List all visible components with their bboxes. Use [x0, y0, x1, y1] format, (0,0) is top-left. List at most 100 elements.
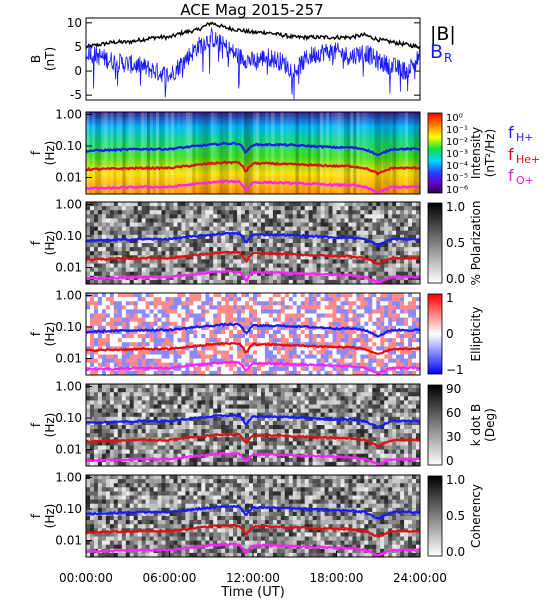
spectrogram-cell: [261, 441, 266, 446]
spectrogram-cell: [209, 263, 214, 268]
spectrogram-cell: [86, 301, 91, 306]
spectrogram-cell: [201, 301, 206, 306]
spectrogram-cell: [229, 325, 234, 331]
spectrogram-cell: [356, 449, 361, 454]
spectrogram-cell: [320, 370, 325, 376]
spectrogram-cell: [161, 449, 166, 454]
spectrogram-cell: [181, 453, 186, 459]
spectrogram-cell: [181, 408, 186, 413]
spectrogram-cell: [336, 259, 341, 264]
spectrogram-cell: [209, 321, 214, 327]
spectrogram-cell: [121, 309, 127, 314]
spectrogram-cell: [161, 441, 166, 446]
spectrogram-cell: [105, 293, 111, 298]
spectrogram-cell: [113, 226, 119, 231]
spectrogram-cell: [344, 388, 349, 393]
legend-br-sub: R: [444, 51, 452, 65]
spectrogram-cell: [284, 354, 290, 359]
spectrogram-cell: [384, 202, 389, 207]
spectrogram-cell: [300, 275, 305, 281]
spectrogram-cell: [213, 267, 218, 272]
spectrogram-cell: [336, 342, 341, 347]
spectrogram-cell: [364, 247, 369, 252]
spectrogram-cell: [113, 388, 119, 393]
spectrogram-cell: [332, 218, 337, 223]
spectrogram-cell: [348, 358, 353, 363]
spectrogram-cell: [328, 305, 333, 310]
spectrogram-cell: [125, 206, 131, 211]
spectrogram-cell: [101, 429, 107, 434]
spectrogram-cell: [332, 275, 337, 281]
spectrogram-cell: [177, 325, 182, 331]
spectrogram-cell: [320, 420, 325, 426]
spectrogram-cell: [344, 396, 349, 401]
spectrogram-cell: [153, 388, 158, 393]
spectrogram-cell: [225, 259, 230, 264]
spectrogram-cell: [276, 222, 282, 227]
spectrogram-column: [210, 112, 214, 194]
spectrogram-cell: [177, 271, 182, 277]
spectrogram-cell: [185, 342, 190, 347]
spectrogram-cell: [344, 309, 349, 314]
spectrogram-cell: [332, 243, 337, 248]
spectrogram-cell: [173, 263, 178, 268]
spectrogram-cell: [320, 218, 325, 223]
spectrogram-cell: [137, 453, 142, 459]
spectrogram-column: [146, 112, 150, 194]
spectrogram-cell: [165, 358, 170, 363]
spectrogram-cell: [308, 338, 313, 343]
spectrogram-cell: [304, 263, 309, 268]
spectrogram-cell: [105, 388, 111, 393]
spectrogram-cell: [201, 412, 206, 418]
spectrogram-cell: [221, 366, 226, 372]
spectrogram-cell: [312, 445, 317, 450]
spectrogram-cell: [129, 263, 134, 268]
spectrogram-cell: [392, 370, 397, 376]
spectrogram-cell: [141, 297, 146, 302]
spectrogram-cell: [157, 416, 162, 422]
spectrogram-cell: [284, 206, 290, 211]
spectrogram-cell: [344, 392, 349, 397]
spectrogram-cell: [237, 234, 242, 240]
spectrogram-cell: [284, 247, 290, 252]
spectrogram-cell: [141, 226, 146, 231]
spectrogram-cell: [137, 461, 142, 467]
spectrogram-cell: [364, 420, 369, 426]
spectrogram-cell: [332, 255, 337, 260]
spectrogram-cell: [296, 243, 301, 248]
colorbar-tick-label: 10⁻³: [446, 149, 468, 160]
spectrogram-cell: [384, 218, 389, 223]
spectrogram-cell: [292, 366, 298, 372]
spectrogram-cell: [193, 416, 198, 422]
spectrogram-cell: [284, 388, 290, 393]
spectrogram-cell: [185, 329, 190, 335]
spectrogram-cell: [324, 358, 329, 363]
spectrogram-cell: [153, 251, 158, 256]
spectrogram-cell: [312, 297, 317, 302]
spectrogram-cell: [117, 437, 123, 442]
spectrogram-cell: [137, 309, 142, 314]
spectrogram-cell: [205, 404, 210, 409]
spectrogram-cell: [356, 309, 361, 314]
spectrogram-cell: [221, 437, 226, 442]
spectrogram-cell: [312, 396, 317, 401]
spectrogram-cell: [257, 222, 262, 227]
spectrogram-cell: [284, 297, 290, 302]
spectrogram-cell: [229, 388, 234, 393]
spectrogram-cell: [145, 206, 150, 211]
spectrogram-cell: [149, 226, 154, 231]
spectrogram-cell: [141, 214, 146, 219]
spectrogram-cell: [94, 370, 99, 376]
spectrogram-cell: [153, 305, 158, 310]
spectrogram-cell: [253, 350, 258, 355]
spectrogram-cell: [380, 317, 385, 322]
spectrogram-cell: [117, 297, 123, 302]
spectrogram-cell: [193, 313, 198, 318]
spectrogram-cell: [125, 317, 131, 322]
spectrogram-cell: [185, 350, 190, 355]
spectrogram-cell: [205, 461, 210, 467]
spectrogram-column: [225, 112, 229, 194]
spectrogram-cell: [133, 404, 138, 409]
spectrogram-cell: [233, 309, 238, 314]
spectrogram-cell: [376, 342, 381, 347]
